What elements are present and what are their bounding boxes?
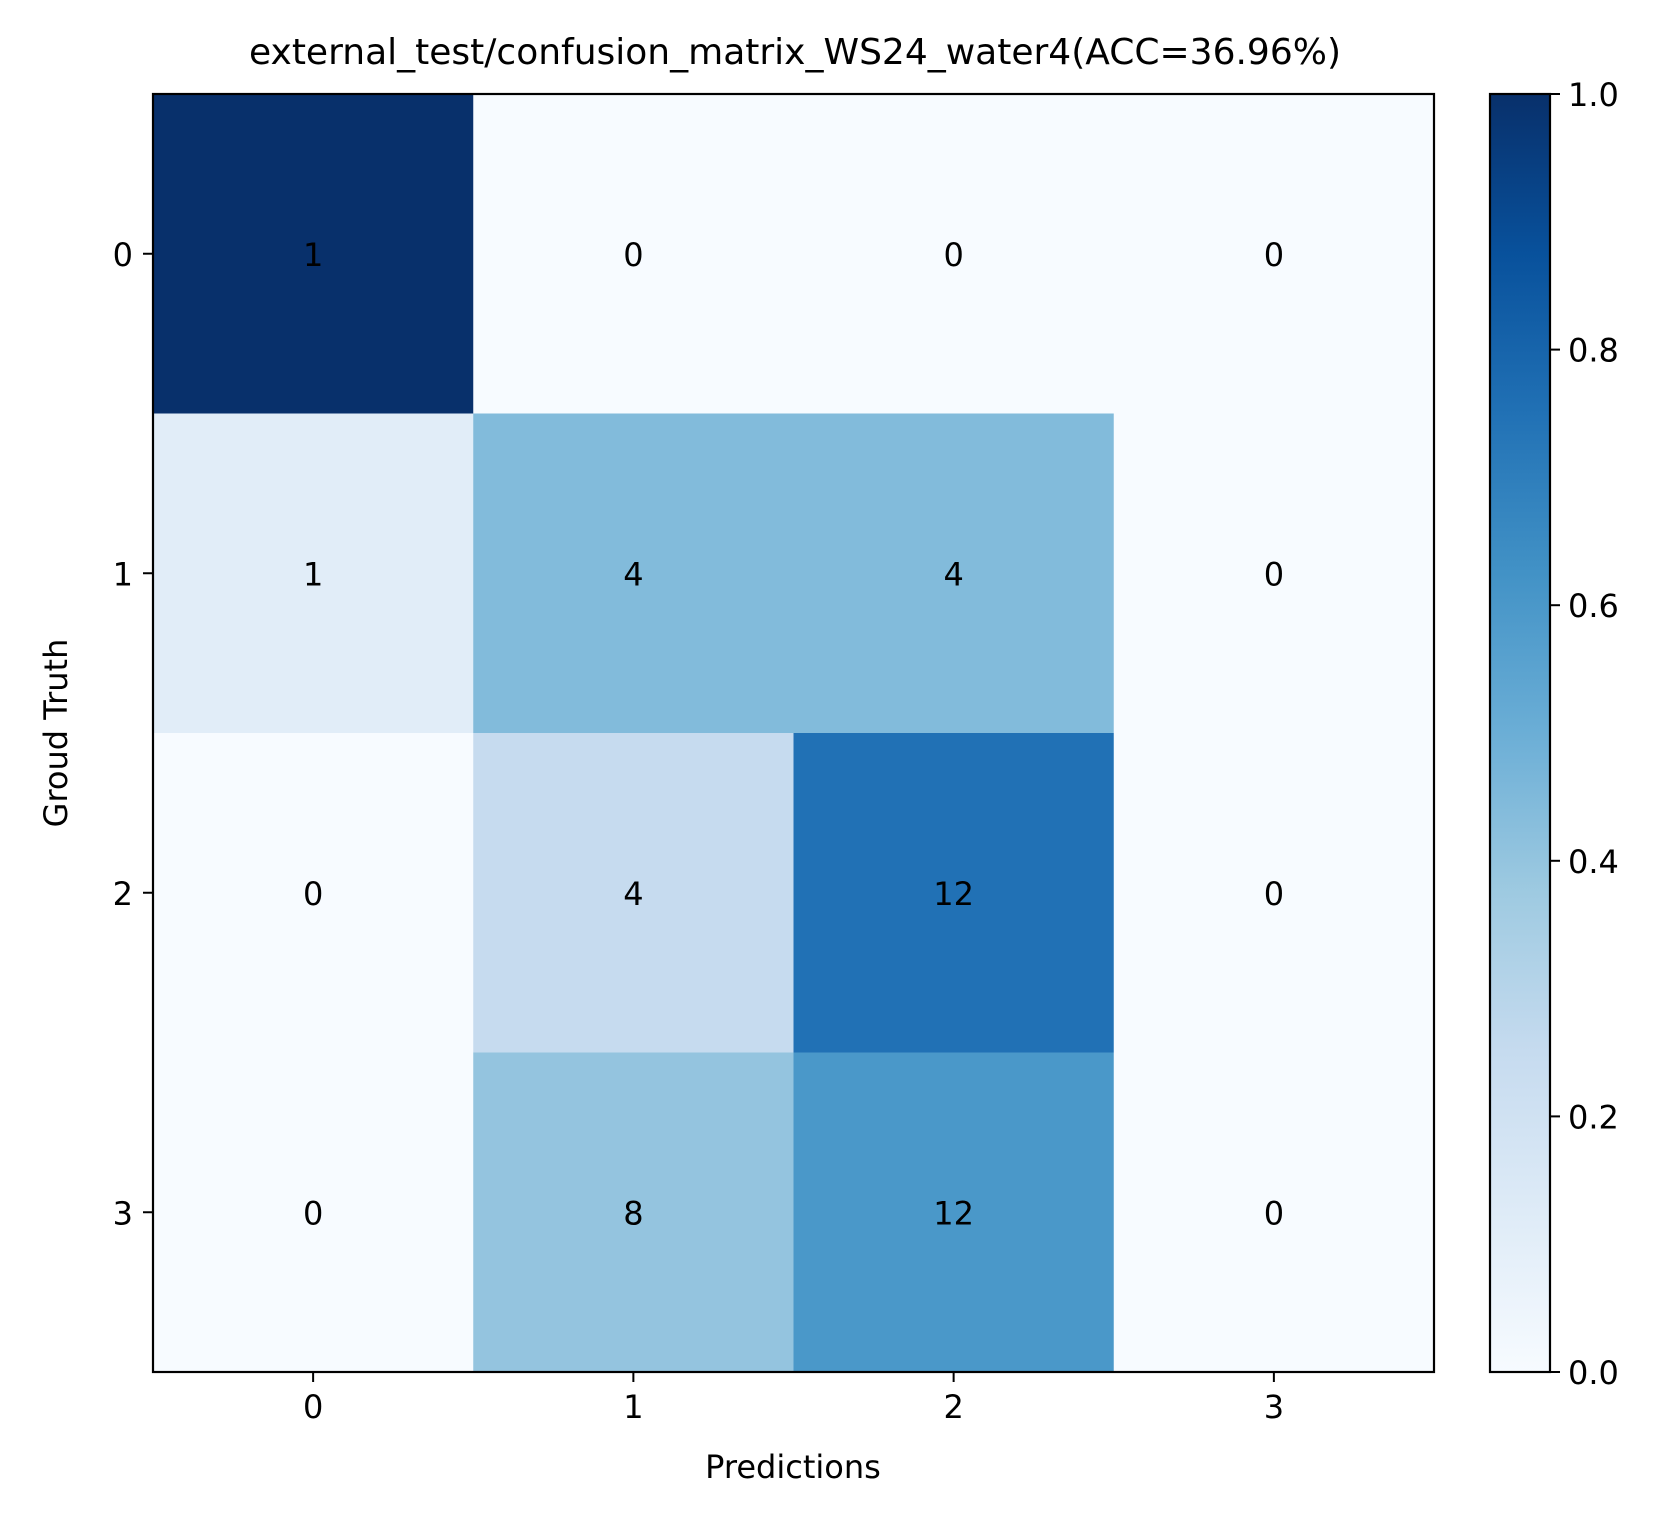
- cell-value-label: 0: [1264, 236, 1284, 274]
- cell-value-labels: 1 0 0 0 1 4 4 0 0 4 12 0 0 8 12 0: [303, 236, 1284, 1233]
- chart-title: external_test/confusion_matrix_WS24_wate…: [249, 32, 1341, 73]
- colorbar-tick-label: 0.4: [1568, 843, 1619, 881]
- cell-value-label: 0: [1264, 1194, 1284, 1232]
- heatmap-cell: [473, 1052, 794, 1373]
- x-tick-label: 2: [943, 1388, 963, 1426]
- colorbar-tick-label: 0.0: [1568, 1354, 1619, 1392]
- heatmap-cell: [153, 413, 474, 734]
- heatmap-cell: [793, 413, 1115, 734]
- y-tick-label: 2: [113, 875, 133, 913]
- cell-value-label: 4: [623, 875, 643, 913]
- y-tick-label: 3: [113, 1194, 133, 1232]
- heatmap-cell: [153, 733, 474, 1053]
- cell-value-label: 1: [303, 555, 323, 593]
- heatmap-cell: [1113, 1052, 1435, 1373]
- colorbar-tick-label: 0.8: [1568, 332, 1619, 370]
- cell-value-label: 0: [943, 236, 963, 274]
- x-tick-label: 1: [623, 1388, 643, 1426]
- cell-value-label: 1: [303, 236, 323, 274]
- cell-value-label: 12: [933, 875, 974, 913]
- heatmap-cell: [473, 733, 794, 1053]
- x-tick-label: 3: [1264, 1388, 1284, 1426]
- cell-value-label: 12: [933, 1194, 974, 1232]
- colorbar-tick-label: 0.2: [1568, 1098, 1619, 1136]
- colorbar-ticks: 0.0 0.2 0.4 0.6 0.8 1.0: [1550, 76, 1619, 1392]
- heatmap-cell: [1113, 733, 1435, 1053]
- y-axis-label: Groud Truth: [37, 639, 75, 828]
- heatmap-cell: [153, 1052, 474, 1373]
- heatmap-cell: [473, 94, 794, 414]
- colorbar-tick-label: 0.6: [1568, 587, 1619, 625]
- cell-value-label: 0: [303, 875, 323, 913]
- x-axis-ticks: 0 1 2 3: [303, 1372, 1284, 1426]
- heatmap-cell: [793, 733, 1115, 1053]
- cell-value-label: 8: [623, 1194, 643, 1232]
- cell-value-label: 0: [303, 1194, 323, 1232]
- heatmap-cell: [793, 94, 1115, 414]
- y-tick-label: 1: [113, 555, 133, 593]
- colorbar-tick-label: 1.0: [1568, 76, 1619, 114]
- cell-value-label: 4: [623, 555, 643, 593]
- heatmap-cell: [473, 413, 794, 734]
- heatmap-cell: [1113, 94, 1435, 414]
- y-tick-label: 0: [113, 236, 133, 274]
- colorbar: [1488, 92, 1552, 1374]
- heatmap-cells: [153, 94, 1435, 1373]
- cell-value-label: 0: [623, 236, 643, 274]
- y-axis-ticks: 0 1 2 3: [113, 236, 153, 1232]
- plot-frame: [151, 92, 1436, 1374]
- x-tick-label: 0: [303, 1388, 323, 1426]
- heatmap-cell: [793, 1052, 1115, 1373]
- cell-value-label: 0: [1264, 555, 1284, 593]
- heatmap-cell: [153, 94, 474, 414]
- heatmap-cell: [1113, 413, 1435, 734]
- x-axis-label: Predictions: [705, 1448, 881, 1486]
- cell-value-label: 0: [1264, 875, 1284, 913]
- cell-value-label: 4: [943, 555, 963, 593]
